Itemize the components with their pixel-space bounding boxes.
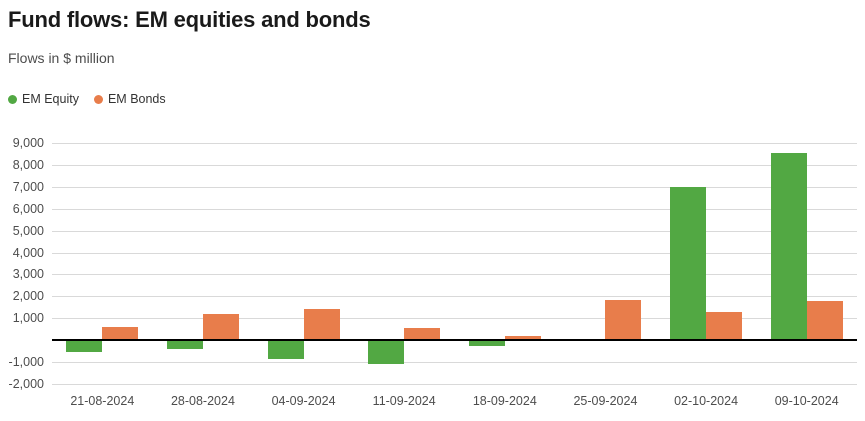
gridline xyxy=(52,164,857,166)
y-axis-tick-label: 6,000 xyxy=(12,201,44,216)
gridline xyxy=(52,384,857,385)
gridline xyxy=(52,143,857,144)
y-axis-tick-label: 7,000 xyxy=(12,179,44,194)
gridline xyxy=(52,186,857,188)
chart-subtitle: Flows in $ million xyxy=(8,50,115,66)
y-axis-tick-label: 8,000 xyxy=(12,157,44,172)
legend-label-em-equity: EM Equity xyxy=(22,92,79,106)
x-axis-tick-label: 25-09-2024 xyxy=(573,394,638,408)
gridline xyxy=(52,296,857,298)
bar-em-equity xyxy=(66,340,103,352)
bar-em-equity xyxy=(468,340,505,347)
gridline xyxy=(52,208,857,210)
bar-em-bonds xyxy=(706,311,743,341)
bar-em-bonds xyxy=(303,308,340,341)
zero-axis-line xyxy=(52,339,857,342)
x-axis-tick-label: 21-08-2024 xyxy=(70,394,135,408)
bar-em-bonds xyxy=(504,336,541,341)
em-equity-swatch-icon xyxy=(8,94,17,104)
y-axis-tick-label: 5,000 xyxy=(12,223,44,238)
bar-em-equity xyxy=(166,340,203,349)
x-axis-tick-label: 09-10-2024 xyxy=(774,394,839,408)
em-bonds-swatch-icon xyxy=(93,94,103,104)
y-axis-tick-label: -2,000 xyxy=(8,377,44,391)
y-axis-tick-label: 9,000 xyxy=(12,136,44,150)
bar-em-equity xyxy=(267,340,304,360)
y-axis-tick-label: 4,000 xyxy=(12,245,44,260)
x-axis-tick-label: 28-08-2024 xyxy=(170,394,235,408)
y-axis-tick-label: 2,000 xyxy=(12,289,44,304)
bar-em-bonds xyxy=(202,313,239,341)
legend-label-em-bonds: EM Bonds xyxy=(107,92,166,106)
bar-em-bonds xyxy=(605,299,642,341)
bar-em-equity xyxy=(368,340,405,364)
bar-em-bonds xyxy=(102,327,139,341)
x-axis-tick-label: 02-10-2024 xyxy=(674,394,739,408)
legend-item-em-equity: EM Equity xyxy=(8,92,79,106)
gridline xyxy=(52,274,857,276)
chart-title: Fund flows: EM equities and bonds xyxy=(8,7,371,32)
y-axis-tick-label: 3,000 xyxy=(12,267,44,282)
bar-chart-plot-area: 9,000 8,000 7,000 6,000 5,000 4,000 3,000 2,000… xyxy=(0,130,865,421)
gridline xyxy=(52,230,857,232)
x-axis-tick-label: 04-09-2024 xyxy=(271,394,336,408)
bar-em-equity xyxy=(770,152,807,341)
gridline xyxy=(52,362,857,364)
gridline xyxy=(52,252,857,254)
y-axis-tick-label: -1,000 xyxy=(8,355,44,370)
x-axis-tick-label: 11-09-2024 xyxy=(372,394,436,408)
chart-legend: EM Equity EM Bonds xyxy=(8,92,166,106)
x-axis-tick-label: 18-09-2024 xyxy=(472,394,537,408)
legend-item-em-bonds: EM Bonds xyxy=(93,92,166,106)
gridline xyxy=(52,318,857,320)
y-axis-tick-label: 1,000 xyxy=(12,311,44,326)
bar-em-equity xyxy=(670,186,707,341)
bar-em-bonds xyxy=(404,328,441,341)
bar-em-bonds xyxy=(806,300,843,341)
